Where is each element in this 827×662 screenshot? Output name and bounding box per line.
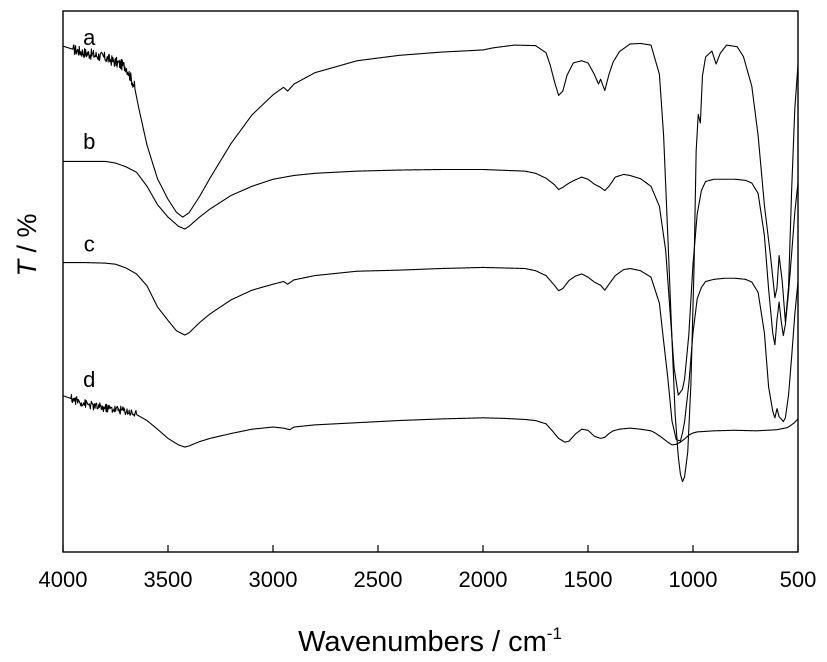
x-tick-label: 2000 [459,567,508,592]
series-a-line [62,42,799,483]
series-b-line [62,160,799,396]
series-a-label: a [83,25,96,50]
series-c-line [62,262,799,442]
x-tick-label: 4000 [39,567,88,592]
x-tick-label: 1000 [669,567,718,592]
x-axis-ticks [62,545,799,552]
series-b-label: b [83,129,95,154]
series-c-label: c [84,232,95,257]
x-tick-label: 2500 [354,567,403,592]
x-tick-label: 500 [780,567,817,592]
y-axis-title: T / % [12,213,42,276]
x-axis-tick-labels: 4000 3500 3000 2500 2000 1500 1000 500 [39,567,817,592]
series-lines [62,42,799,483]
x-axis-title: Wavenumbers / cm-1 [298,624,562,658]
x-tick-label: 3500 [144,567,193,592]
series-d-label: d [83,367,95,392]
x-tick-label: 1500 [564,567,613,592]
series-d-line [62,394,799,448]
x-axis-title-superscript: -1 [547,624,562,643]
x-tick-label: 3000 [249,567,298,592]
series-labels: a b c d [83,25,96,392]
plot-frame [62,10,799,553]
